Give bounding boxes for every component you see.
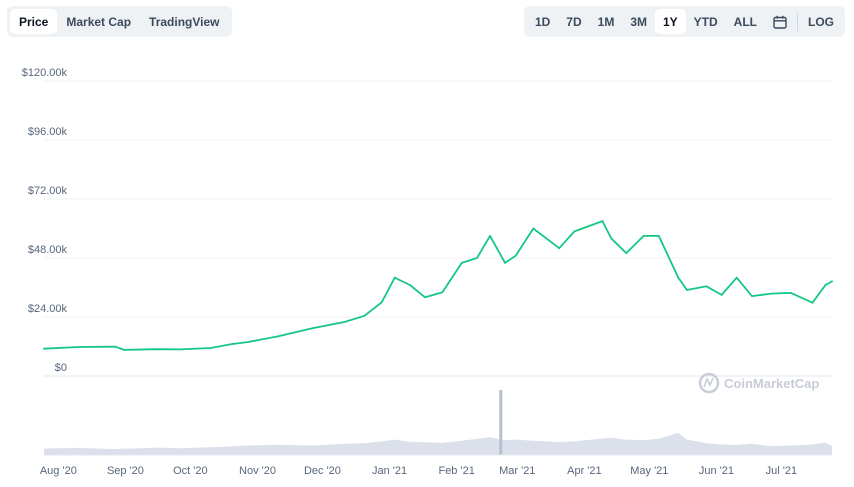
price-point [380, 301, 383, 304]
price-point [77, 346, 80, 348]
price-point [735, 276, 738, 279]
calendar-icon[interactable] [765, 9, 795, 34]
x-tick-label: Feb '21 [438, 465, 474, 477]
price-point [601, 220, 604, 223]
range-1d-button[interactable]: 1D [534, 14, 551, 29]
y-tick-label: $120.00k [22, 67, 68, 79]
price-point [504, 262, 506, 264]
price-point [824, 284, 827, 286]
price-series-line [43, 220, 833, 351]
grid-lines [44, 80, 832, 377]
price-point [705, 285, 708, 288]
price-point [441, 291, 444, 294]
range-7d-button[interactable]: 7D [566, 14, 582, 29]
divider [797, 12, 798, 31]
price-point [246, 341, 249, 343]
x-tick-label: Jul '21 [766, 465, 797, 477]
range-3m-button[interactable]: 3M [630, 14, 647, 29]
price-point [677, 276, 680, 279]
coinmarketcap-logo-icon [698, 372, 720, 394]
tab-tradingview[interactable]: TradingView [149, 14, 220, 29]
price-point [424, 296, 426, 299]
y-tick-label: $96.00k [28, 126, 68, 138]
price-point [276, 335, 279, 338]
price-point [686, 289, 688, 291]
price-point [610, 237, 613, 240]
x-tick-label: Oct '20 [173, 465, 208, 477]
x-tick-label: Aug '20 [40, 465, 77, 477]
price-point [558, 247, 561, 250]
price-point [642, 235, 645, 237]
price-point [489, 235, 491, 237]
x-tick-label: Jun '21 [699, 465, 734, 477]
price-point [363, 314, 366, 317]
volume-area [44, 432, 832, 455]
range-ytd-button[interactable]: YTD [693, 14, 718, 29]
time-range-selector: 1D 7D 1M 3M 1Y YTD ALL LOG [523, 6, 845, 37]
price-point [515, 254, 517, 257]
logo-mark [703, 377, 714, 388]
x-tick-label: Dec '20 [304, 465, 341, 477]
price-point [657, 235, 660, 237]
price-point [409, 284, 411, 286]
price-point [231, 343, 234, 345]
y-axis-labels: $0 $24.00k $48.00k $72.00k $96.00k $120.00k [22, 67, 68, 374]
price-point [209, 347, 212, 349]
price-point [811, 301, 814, 304]
tab-market-cap[interactable]: Market Cap [66, 14, 132, 29]
price-point [790, 292, 792, 294]
y-tick-label: $0 [55, 362, 67, 374]
x-tick-label: Mar '21 [499, 465, 535, 477]
price-point [393, 276, 396, 279]
price-point [155, 348, 158, 351]
x-tick-label: Sep '20 [107, 465, 144, 477]
price-point [179, 348, 182, 351]
price-point [720, 294, 723, 296]
price-point [311, 327, 314, 330]
price-point [573, 230, 576, 233]
watermark: CoinMarketCap [698, 372, 819, 394]
tab-price[interactable]: Price [10, 9, 58, 34]
x-axis-labels: Aug '20 Sep '20 Oct '20 Nov '20 Dec '20 Jan '… [40, 465, 797, 477]
price-point [43, 347, 45, 350]
y-tick-label: $24.00k [28, 303, 68, 315]
price-point [460, 262, 463, 264]
price-point [476, 257, 478, 259]
y-tick-label: $72.00k [28, 185, 68, 197]
y-tick-label: $48.00k [28, 244, 68, 256]
x-tick-label: Jan '21 [372, 465, 407, 477]
volume-spike-bar [499, 390, 503, 455]
price-point [532, 227, 535, 230]
x-tick-label: Apr '21 [567, 465, 602, 477]
price-point [751, 295, 753, 297]
volume-bars [44, 390, 832, 456]
x-tick-label: Nov '20 [239, 465, 276, 477]
range-all-button[interactable]: ALL [733, 14, 757, 29]
chart-type-tabs: Price Market Cap TradingView [7, 6, 232, 37]
price-line [43, 220, 833, 351]
price-point [114, 345, 117, 348]
price-point [344, 321, 346, 323]
price-point [770, 292, 773, 295]
price-point [123, 349, 125, 351]
price-point [625, 252, 628, 255]
price-point [831, 280, 833, 283]
x-tick-label: May '21 [630, 465, 668, 477]
range-1m-button[interactable]: 1M [597, 14, 615, 29]
range-1y-button[interactable]: 1Y [654, 9, 686, 34]
watermark-text: CoinMarketCap [724, 376, 819, 391]
log-scale-toggle[interactable]: LOG [808, 14, 834, 29]
